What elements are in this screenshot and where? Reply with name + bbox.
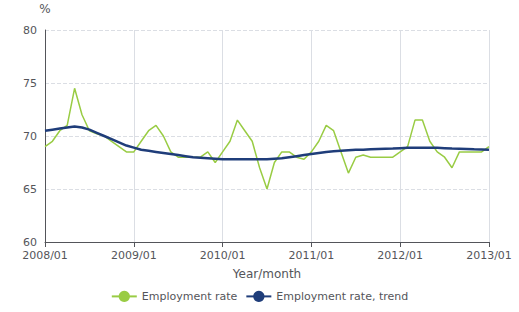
svg-text:75: 75 bbox=[23, 77, 37, 90]
svg-text:2013/01: 2013/01 bbox=[466, 249, 512, 262]
svg-text:Year/month: Year/month bbox=[232, 267, 301, 281]
svg-text:2009/01: 2009/01 bbox=[111, 249, 157, 262]
svg-text:60: 60 bbox=[23, 236, 37, 249]
svg-text:Employment rate, trend: Employment rate, trend bbox=[276, 290, 408, 303]
svg-text:70: 70 bbox=[23, 130, 37, 143]
svg-text:%: % bbox=[39, 2, 50, 16]
svg-text:2011/01: 2011/01 bbox=[289, 249, 335, 262]
svg-text:2010/01: 2010/01 bbox=[200, 249, 246, 262]
svg-text:2012/01: 2012/01 bbox=[377, 249, 423, 262]
svg-text:2008/01: 2008/01 bbox=[22, 249, 68, 262]
svg-text:80: 80 bbox=[23, 24, 37, 37]
svg-text:65: 65 bbox=[23, 183, 37, 196]
svg-text:Employment rate: Employment rate bbox=[142, 290, 238, 303]
